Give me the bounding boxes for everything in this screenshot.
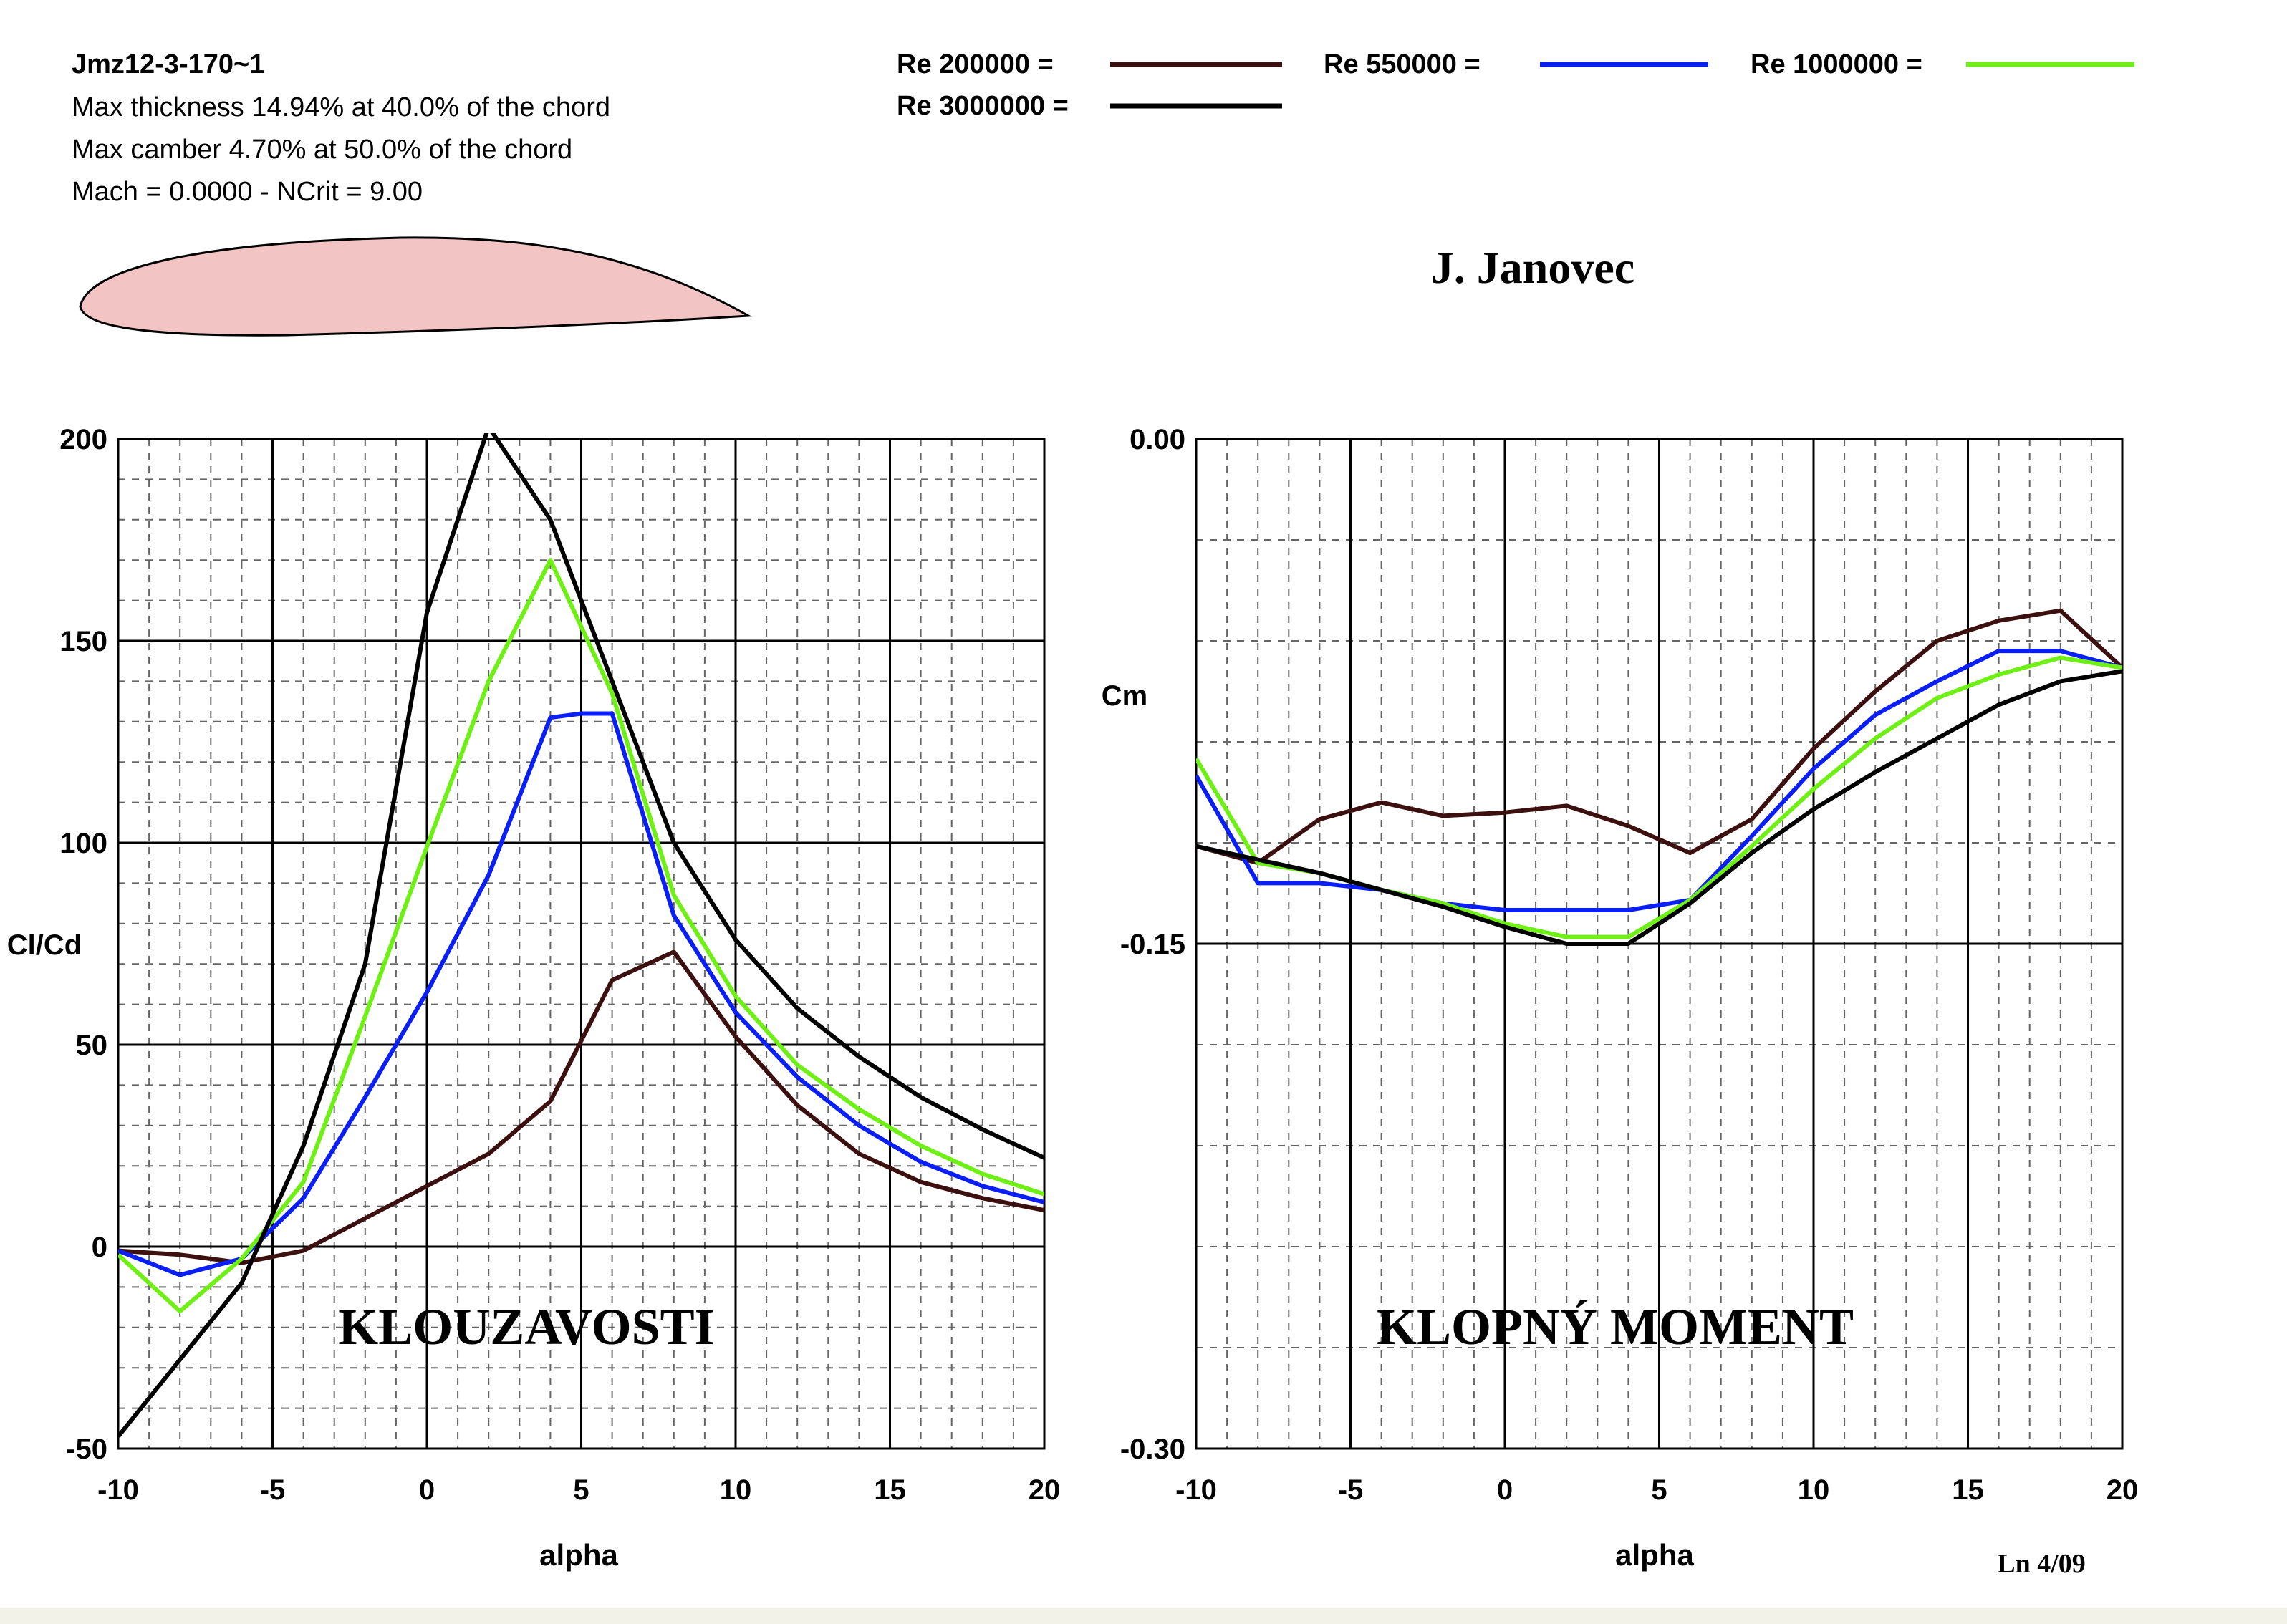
- series-line-re-3000000: [118, 433, 1044, 1438]
- footer-note: Ln 4/09: [1997, 1549, 2086, 1579]
- x-axis-label: alpha: [1615, 1538, 1694, 1572]
- y-tick-label: 200: [59, 424, 107, 455]
- conditions-info: Mach = 0.0000 - NCrit = 9.00: [72, 177, 423, 207]
- y-tick-label: 50: [76, 1030, 108, 1061]
- airfoil-name: Jmz12-3-170~1: [72, 49, 264, 79]
- author-label: J. Janovec: [1431, 242, 1634, 293]
- x-tick-label: 5: [1651, 1474, 1667, 1506]
- x-tick-label: 15: [1952, 1474, 1984, 1506]
- chart-title: KLOUZAVOSTI: [338, 1298, 714, 1355]
- y-tick-label: -50: [66, 1434, 107, 1465]
- legend-label: Re 3000000 =: [897, 91, 1069, 121]
- y-tick-label: -0.30: [1120, 1434, 1185, 1465]
- series-group: [1196, 608, 2122, 946]
- series-line-re-200000: [118, 949, 1044, 1265]
- series-line-re-200000: [1196, 608, 2122, 866]
- airfoil-profile: [79, 236, 753, 337]
- series-line-re-550000: [118, 711, 1044, 1277]
- series-group: [118, 433, 1044, 1438]
- x-tick-label: 10: [1798, 1474, 1830, 1506]
- series-line-re-1000000: [118, 558, 1044, 1314]
- series-line-re-3000000: [1196, 669, 2122, 946]
- chart-klopny-moment: -10 -5 0 5 10 15 20 0.00 -0.15 -0.30 Cm alpha KLOPNÝ…: [1102, 424, 2138, 1572]
- x-tick-label: -10: [1175, 1474, 1217, 1506]
- x-tick-label: 20: [2107, 1474, 2139, 1506]
- x-tick-label: 5: [573, 1474, 589, 1506]
- x-tick-label: -5: [260, 1474, 286, 1506]
- thickness-info: Max thickness 14.94% at 40.0% of the cho…: [72, 92, 610, 122]
- x-tick-label: -10: [97, 1474, 139, 1506]
- y-tick-label: 100: [59, 828, 107, 859]
- legend-label: Re 200000 =: [897, 49, 1054, 79]
- plot-frame: [1195, 438, 2124, 1450]
- x-axis-label: alpha: [539, 1538, 618, 1572]
- x-tick-label: -5: [1338, 1474, 1364, 1506]
- x-tick-label: 0: [419, 1474, 435, 1506]
- x-tick-label: 0: [1497, 1474, 1513, 1506]
- x-tick-label: 15: [874, 1474, 906, 1506]
- x-tick-label: 10: [720, 1474, 752, 1506]
- legend-label: Re 550000 =: [1324, 49, 1480, 79]
- legend: Re 200000 = Re 550000 = Re 1000000 = Re 300…: [897, 49, 2134, 121]
- y-tick-label: 0: [92, 1232, 107, 1263]
- y-axis-label: Cm: [1102, 680, 1147, 712]
- bottom-strip: [0, 1608, 2287, 1624]
- y-tick-label: -0.15: [1120, 929, 1185, 960]
- chart-klouzavosti: -10 -5 0 5 10 15 20200150100500-50Cl/CdalphaKL…: [7, 424, 1060, 1572]
- x-tick-label: 20: [1029, 1474, 1061, 1506]
- chart-title: KLOPNÝ MOMENT: [1377, 1298, 1854, 1355]
- series-line-re-550000: [1196, 649, 2122, 912]
- y-tick-label: 0.00: [1130, 424, 1185, 455]
- plot-frame: [117, 438, 1046, 1450]
- y-axis-label: Cl/Cd: [7, 929, 82, 961]
- y-tick-label: 150: [59, 626, 107, 657]
- legend-label: Re 1000000 =: [1751, 49, 1922, 79]
- camber-info: Max camber 4.70% at 50.0% of the chord: [72, 135, 572, 165]
